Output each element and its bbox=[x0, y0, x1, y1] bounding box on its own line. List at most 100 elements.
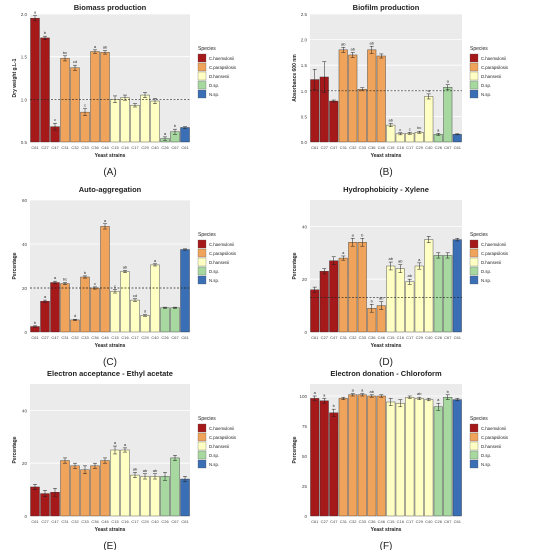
legend-swatch bbox=[197, 71, 207, 81]
legend-title: Species bbox=[198, 46, 216, 52]
x-tick-label: C36 bbox=[91, 519, 99, 524]
bar-c15 bbox=[110, 99, 120, 143]
bar-c26 bbox=[160, 307, 170, 333]
legend-entry: D.hansenii bbox=[209, 444, 229, 449]
x-tick-label: C27 bbox=[41, 519, 49, 524]
x-tick-label: C16 bbox=[121, 519, 129, 524]
legend-entry: D.hansenii bbox=[209, 260, 229, 265]
bar-c47 bbox=[329, 412, 339, 517]
y-tick-label: 0 bbox=[24, 514, 27, 519]
bar-c31 bbox=[60, 283, 70, 333]
bar-c32 bbox=[348, 394, 358, 517]
x-tick-label: C32 bbox=[71, 145, 79, 150]
significance-letter: a bbox=[352, 232, 355, 237]
significance-letter: ab bbox=[408, 273, 413, 278]
bar-c40 bbox=[424, 96, 434, 143]
significance-letter: a bbox=[104, 218, 107, 223]
legend-swatch bbox=[197, 62, 207, 72]
bar-c40 bbox=[424, 239, 434, 333]
x-tick-label: C17 bbox=[406, 145, 414, 150]
x-tick-label: C61 bbox=[31, 335, 39, 340]
bar-c26 bbox=[433, 255, 443, 333]
legend-entry: D.hansenii bbox=[481, 74, 501, 79]
y-axis-label: Absorbance 600 nm bbox=[292, 54, 298, 102]
x-tick-label: C29 bbox=[141, 145, 149, 150]
bar-c46 bbox=[100, 226, 110, 333]
legend-entry: C.haemulonii bbox=[209, 56, 234, 61]
x-tick-label: C67 bbox=[444, 519, 452, 524]
legend-swatch bbox=[469, 71, 479, 81]
y-tick-label: 2.0 bbox=[21, 12, 28, 17]
panel-label: (A) bbox=[103, 167, 116, 178]
bar-c15 bbox=[386, 124, 396, 143]
x-tick-label: C15 bbox=[111, 145, 119, 150]
bar-c29 bbox=[140, 94, 150, 143]
significance-letter: a bbox=[34, 10, 37, 15]
x-tick-label: C40 bbox=[425, 335, 433, 340]
x-tick-label: C47 bbox=[330, 335, 338, 340]
legend-swatch bbox=[197, 459, 207, 469]
legend-swatch bbox=[469, 441, 479, 451]
significance-letter: bc bbox=[63, 277, 67, 282]
x-tick-label: C61 bbox=[454, 145, 462, 150]
chart-title: Hydrophobicity - Xylene bbox=[343, 185, 429, 194]
bar-c40 bbox=[150, 100, 160, 143]
legend-swatch bbox=[469, 275, 479, 285]
x-tick-label: C67 bbox=[171, 335, 179, 340]
bar-c36 bbox=[367, 49, 377, 143]
legend-entry: N.sp. bbox=[481, 92, 491, 97]
legend-swatch bbox=[197, 53, 207, 63]
chart-panel-6: Electron donation - Chloroform 0 25 50 75 100… bbox=[292, 369, 508, 552]
x-tick-label: C29 bbox=[416, 519, 424, 524]
x-tick-label: C26 bbox=[435, 145, 443, 150]
x-tick-label: C32 bbox=[71, 335, 79, 340]
significance-letter: a bbox=[352, 388, 355, 393]
panel-label: (F) bbox=[380, 541, 393, 550]
x-tick-label: C46 bbox=[378, 519, 386, 524]
x-tick-label: C36 bbox=[91, 335, 99, 340]
bar-c29 bbox=[414, 265, 424, 333]
legend-swatch bbox=[469, 80, 479, 90]
significance-letter: cd bbox=[133, 293, 137, 298]
chart-panel-2: Biofilm production 0.0 0.5 1.0 1.5 2.0 2.5 Abso… bbox=[292, 3, 508, 178]
significance-letter: b bbox=[333, 403, 336, 408]
legend-entry: N.sp. bbox=[209, 278, 219, 283]
bar-c40 bbox=[150, 264, 160, 333]
x-tick-label: C15 bbox=[387, 145, 395, 150]
x-tick-label: C32 bbox=[349, 335, 357, 340]
x-tick-label: C32 bbox=[349, 145, 357, 150]
x-tick-label: C16 bbox=[121, 335, 129, 340]
significance-letter: c bbox=[409, 126, 411, 131]
legend-entry: D.sp. bbox=[209, 453, 219, 458]
bar-c61 bbox=[310, 398, 320, 517]
chart-title: Biofilm production bbox=[353, 3, 420, 12]
x-tick-label: C33 bbox=[359, 145, 367, 150]
x-tick-label: C61 bbox=[31, 519, 39, 524]
y-tick-label: 2.0 bbox=[301, 38, 308, 43]
bar-c15 bbox=[386, 265, 396, 333]
x-tick-label: C36 bbox=[368, 145, 376, 150]
x-tick-label: C67 bbox=[444, 335, 452, 340]
x-tick-label: C17 bbox=[406, 519, 414, 524]
x-tick-label: C27 bbox=[41, 335, 49, 340]
x-tick-label: C26 bbox=[435, 519, 443, 524]
legend-entry: C.haemulonii bbox=[481, 242, 506, 247]
y-tick-label: 50 bbox=[302, 454, 308, 459]
significance-letter: ab bbox=[341, 41, 346, 46]
y-tick-label: 20 bbox=[302, 277, 308, 282]
y-tick-label: 1.0 bbox=[21, 97, 28, 102]
legend-entry: C.haemulonii bbox=[481, 426, 506, 431]
bar-c32 bbox=[70, 319, 80, 333]
bar-c16 bbox=[120, 449, 130, 517]
chart-panel-4: Hydrophobicity - Xylene 0 20 40 Percentage C6… bbox=[292, 185, 508, 368]
x-tick-label: C29 bbox=[141, 519, 149, 524]
x-tick-label: C15 bbox=[387, 335, 395, 340]
x-tick-label: C40 bbox=[151, 335, 159, 340]
legend-swatch bbox=[197, 266, 207, 276]
x-tick-label: C47 bbox=[51, 145, 59, 150]
significance-letter: a bbox=[437, 397, 440, 402]
plot-background bbox=[30, 14, 190, 142]
x-tick-label: C16 bbox=[397, 519, 405, 524]
x-tick-label: C46 bbox=[378, 145, 386, 150]
